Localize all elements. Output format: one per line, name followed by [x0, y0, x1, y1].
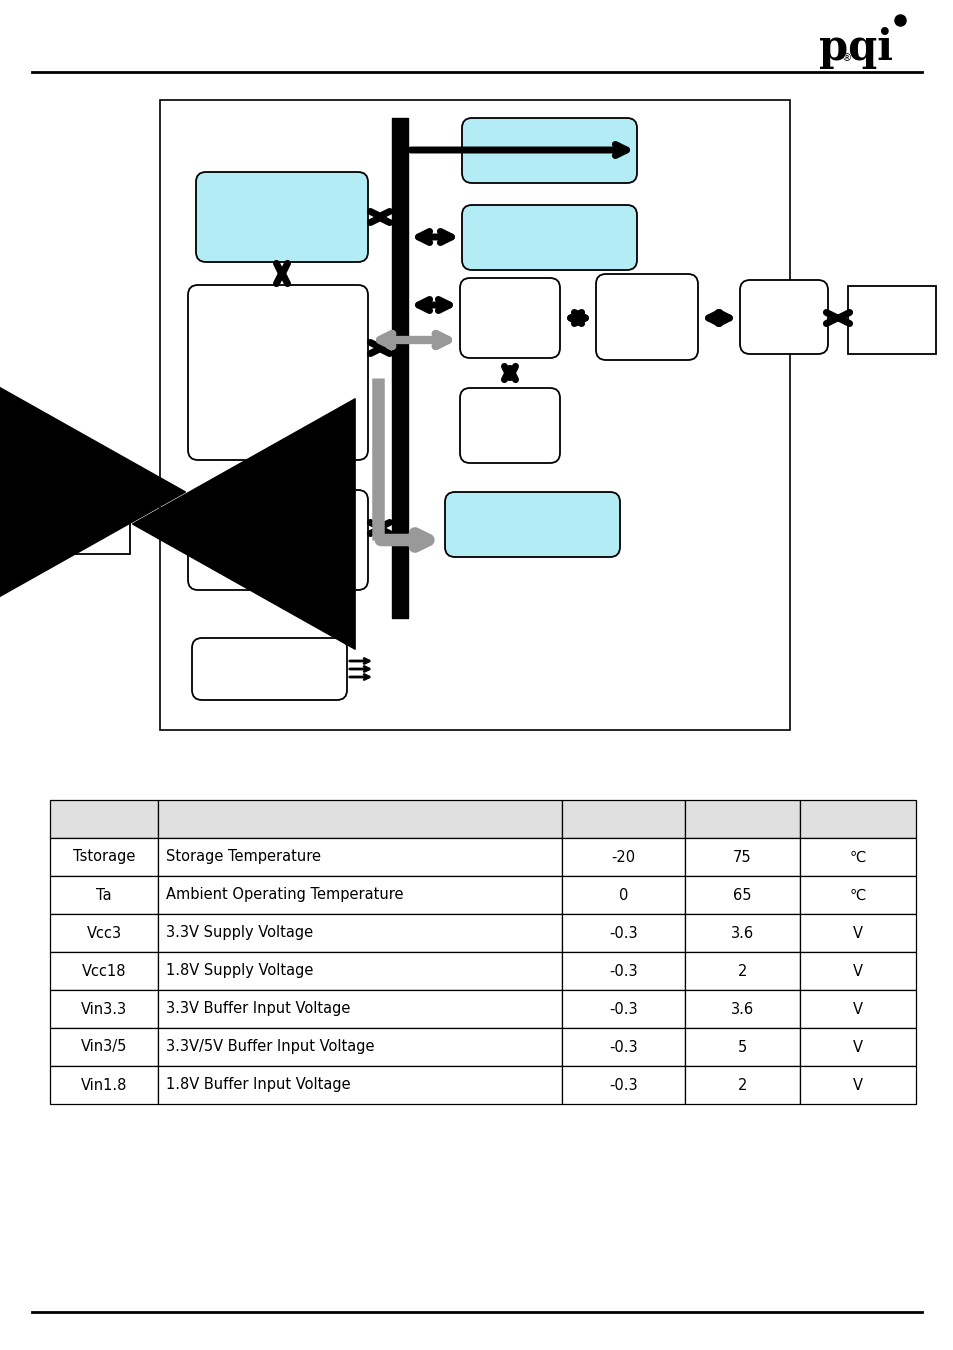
Text: ®: ®	[841, 53, 851, 63]
Bar	[800, 876, 915, 914]
Bar	[158, 952, 561, 990]
Bar	[561, 838, 684, 876]
Bar	[561, 990, 684, 1027]
Bar	[684, 876, 800, 914]
FancyBboxPatch shape	[461, 117, 637, 184]
Bar	[684, 1027, 800, 1066]
Text: V: V	[852, 926, 862, 941]
Text: -0.3: -0.3	[609, 964, 638, 979]
Bar	[38, 462, 130, 554]
Bar	[684, 990, 800, 1027]
Text: ℃: ℃	[849, 887, 865, 903]
Text: 1.8V Supply Voltage: 1.8V Supply Voltage	[166, 964, 313, 979]
FancyBboxPatch shape	[188, 285, 368, 460]
Bar	[160, 100, 789, 730]
Text: 0: 0	[618, 887, 627, 903]
Bar	[158, 1027, 561, 1066]
Bar	[800, 990, 915, 1027]
Text: -0.3: -0.3	[609, 1077, 638, 1092]
Bar	[800, 1027, 915, 1066]
Text: Tstorage: Tstorage	[72, 849, 135, 864]
Bar	[561, 876, 684, 914]
Text: 3.3V Supply Voltage: 3.3V Supply Voltage	[166, 926, 313, 941]
FancyBboxPatch shape	[188, 490, 368, 590]
Bar	[158, 1066, 561, 1104]
Text: Vin1.8: Vin1.8	[81, 1077, 127, 1092]
Bar	[561, 914, 684, 952]
Bar	[50, 952, 158, 990]
Bar	[158, 990, 561, 1027]
FancyBboxPatch shape	[459, 387, 559, 463]
FancyBboxPatch shape	[459, 278, 559, 358]
Bar	[847, 286, 935, 354]
Text: Vin3.3: Vin3.3	[81, 1002, 127, 1017]
Bar	[50, 990, 158, 1027]
Bar	[561, 952, 684, 990]
Text: 3.6: 3.6	[730, 926, 753, 941]
Text: Vcc3: Vcc3	[87, 926, 121, 941]
Text: Vin3/5: Vin3/5	[81, 1040, 127, 1054]
Bar	[50, 1027, 158, 1066]
Text: 75: 75	[733, 849, 751, 864]
Bar	[800, 801, 915, 838]
Bar	[800, 838, 915, 876]
FancyBboxPatch shape	[192, 639, 347, 701]
Text: -0.3: -0.3	[609, 926, 638, 941]
Bar	[50, 914, 158, 952]
Text: Storage Temperature: Storage Temperature	[166, 849, 320, 864]
Text: V: V	[852, 1002, 862, 1017]
Bar	[561, 801, 684, 838]
Bar	[158, 801, 561, 838]
FancyBboxPatch shape	[195, 171, 368, 262]
Bar	[684, 1066, 800, 1104]
Text: -0.3: -0.3	[609, 1040, 638, 1054]
Bar	[50, 876, 158, 914]
Text: V: V	[852, 964, 862, 979]
Text: 5: 5	[737, 1040, 746, 1054]
Text: 65: 65	[733, 887, 751, 903]
Bar	[684, 838, 800, 876]
Text: 3.3V/5V Buffer Input Voltage: 3.3V/5V Buffer Input Voltage	[166, 1040, 375, 1054]
FancyBboxPatch shape	[461, 205, 637, 270]
FancyBboxPatch shape	[596, 274, 698, 360]
Bar	[50, 1066, 158, 1104]
Text: 2: 2	[737, 964, 746, 979]
Text: 2: 2	[737, 1077, 746, 1092]
Text: -20: -20	[611, 849, 635, 864]
Bar	[561, 1066, 684, 1104]
Text: 3.6: 3.6	[730, 1002, 753, 1017]
Bar	[800, 952, 915, 990]
Bar	[684, 914, 800, 952]
Text: 1.8V Buffer Input Voltage: 1.8V Buffer Input Voltage	[166, 1077, 351, 1092]
Text: ℃: ℃	[849, 849, 865, 864]
Bar	[800, 914, 915, 952]
Text: -0.3: -0.3	[609, 1002, 638, 1017]
Bar	[158, 914, 561, 952]
Text: V: V	[852, 1040, 862, 1054]
Text: Vcc18: Vcc18	[82, 964, 126, 979]
Text: Ta: Ta	[96, 887, 112, 903]
FancyBboxPatch shape	[444, 491, 619, 558]
Text: 3.3V Buffer Input Voltage: 3.3V Buffer Input Voltage	[166, 1002, 350, 1017]
FancyBboxPatch shape	[740, 279, 827, 354]
Bar	[50, 838, 158, 876]
Bar	[50, 801, 158, 838]
Text: V: V	[852, 1077, 862, 1092]
Bar	[684, 801, 800, 838]
Bar	[158, 838, 561, 876]
Text: pqi: pqi	[818, 27, 892, 69]
Bar	[684, 952, 800, 990]
Bar	[158, 876, 561, 914]
Bar	[800, 1066, 915, 1104]
Bar	[561, 1027, 684, 1066]
Text: Ambient Operating Temperature: Ambient Operating Temperature	[166, 887, 403, 903]
